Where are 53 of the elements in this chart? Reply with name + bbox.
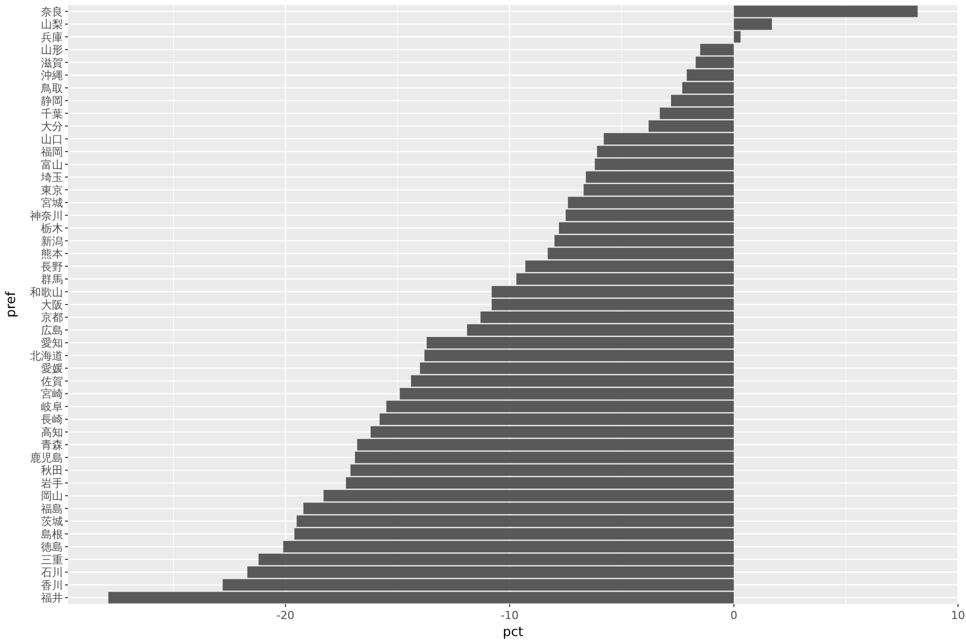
y-tick-label: 岡山 xyxy=(41,490,63,503)
y-tick-label: 山梨 xyxy=(41,18,63,32)
y-tick-label: 愛知 xyxy=(41,336,63,350)
y-tick-label: 和歌山 xyxy=(30,286,63,299)
y-tick-label: 大阪 xyxy=(41,298,63,312)
y-tick-label: 北海道 xyxy=(30,349,63,362)
y-tick-label: 山形 xyxy=(41,44,63,57)
y-tick-label: 滋賀 xyxy=(41,56,63,70)
y-tick-label: 大分 xyxy=(41,120,63,134)
y-tick-label: 神奈川 xyxy=(30,209,63,222)
y-tick-label: 熊本 xyxy=(41,248,63,261)
y-tick-label: 富山 xyxy=(41,158,63,172)
y-tick-label: 石川 xyxy=(41,566,63,580)
y-tick-label: 京都 xyxy=(41,311,63,324)
y-tick-label: 佐賀 xyxy=(41,374,63,388)
y-tick-label: 三重 xyxy=(41,553,63,566)
y-tick-label: 香川 xyxy=(41,578,63,592)
y-tick-label: 茨城 xyxy=(41,515,63,528)
y-tick-label: 静岡 xyxy=(41,94,63,108)
y-tick-label: 栃木 xyxy=(41,222,63,236)
y-tick-label: 秋田 xyxy=(41,464,63,478)
y-tick-label: 長崎 xyxy=(41,413,63,426)
y-tick-label: 新潟 xyxy=(41,234,63,248)
y-tick-label: 愛媛 xyxy=(41,362,63,376)
y-tick-label: 広島 xyxy=(41,324,63,337)
y-tick-label: 徳島 xyxy=(41,540,63,554)
y-tick-label: 福岡 xyxy=(41,146,63,159)
y-tick-label: 埼玉 xyxy=(40,171,63,184)
y-tick-label: 高知 xyxy=(41,426,63,439)
y-tick-label: 山口 xyxy=(41,132,63,146)
y-tick-label: 福井 xyxy=(41,592,63,605)
y-tick-label: 東京 xyxy=(41,184,63,197)
y-tick-label: 宮城 xyxy=(41,196,63,210)
y-tick-label: 沖縄 xyxy=(41,69,63,82)
x-tick-label: -20 xyxy=(276,609,294,622)
y-tick-label: 岐阜 xyxy=(41,400,63,414)
x-tick-label: 10 xyxy=(951,609,965,622)
y-tick-label: 岩手 xyxy=(41,476,63,490)
y-tick-label: 兵庫 xyxy=(41,30,63,44)
x-tick-label: -10 xyxy=(500,609,519,622)
y-tick-label: 千葉 xyxy=(41,107,63,120)
x-axis-title: pct xyxy=(502,625,524,640)
y-tick-label: 鳥取 xyxy=(40,82,63,95)
y-tick-label: 島根 xyxy=(41,528,63,541)
y-tick-label: 宮崎 xyxy=(41,388,63,401)
y-tick-label: 群馬 xyxy=(41,273,63,286)
y-tick-label: 長野 xyxy=(41,260,63,274)
y-tick-label: 福島 xyxy=(41,502,63,516)
x-tick-label: 0 xyxy=(730,609,738,622)
y-tick-label: 鹿児島 xyxy=(30,451,63,464)
y-tick-label: 奈良 xyxy=(41,5,63,18)
y-tick-label: 青森 xyxy=(41,438,63,452)
y-axis-title: pref xyxy=(4,291,19,318)
